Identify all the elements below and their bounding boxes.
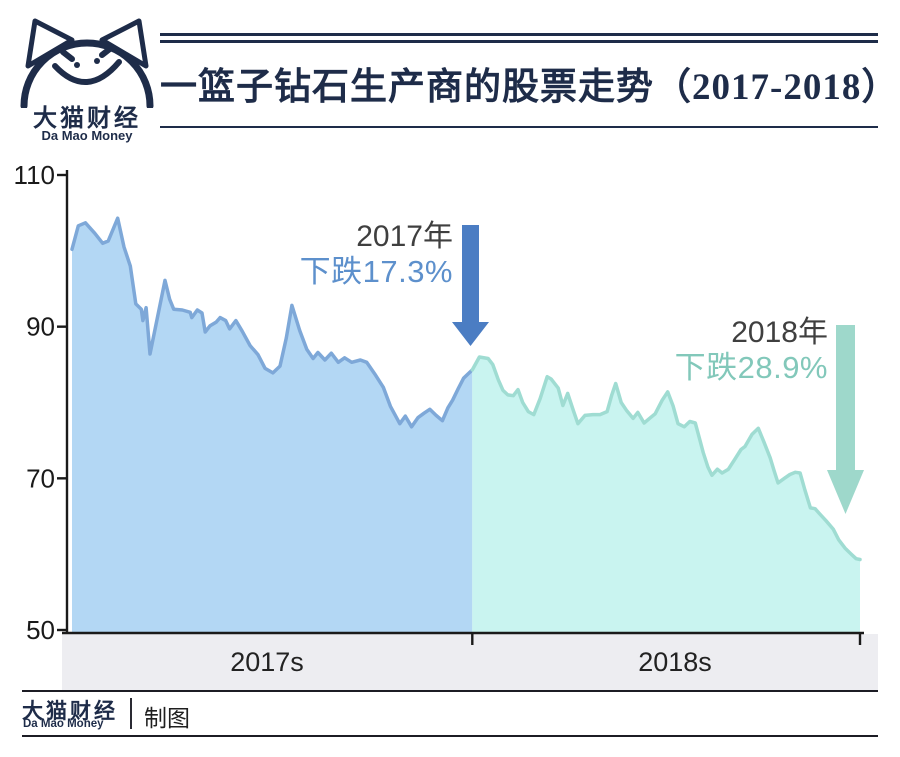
credit-label: 制图 (144, 705, 190, 731)
brand-logo: 大猫财经 Da Mao Money (14, 10, 160, 143)
x-axis-band: 2017s 2018s (62, 634, 878, 690)
x-group-2018s: 2018s (638, 646, 712, 677)
footer-brand: 大猫财经 (22, 700, 118, 723)
down-arrow-2018-icon (827, 325, 864, 514)
cat-face-icon (20, 18, 154, 108)
x-group-2017s: 2017s (230, 646, 304, 677)
title-rule-top (160, 33, 878, 36)
down-arrow-2017-icon (452, 225, 489, 346)
y-tick-label: 50 (26, 615, 55, 645)
y-tick-label: 90 (26, 312, 55, 342)
footer-brand-en: Da Mao Money (23, 718, 104, 730)
annotation-2018: 2018年 下跌28.9% (675, 315, 828, 387)
title-rule-bottom (160, 126, 878, 128)
title-block: 一篮子钻石生产商的股票走势（2017-2018） (160, 30, 900, 130)
title-rule-top2 (160, 40, 878, 43)
series-2017-area (72, 218, 473, 632)
brand-name: 大猫财经 (33, 105, 141, 132)
annotation-2017-year: 2017年 (356, 220, 453, 253)
annotation-2017: 2017年 下跌17.3% (300, 219, 453, 291)
footer-rule-bottom (22, 735, 878, 737)
y-tick-label: 70 (26, 463, 55, 493)
annotation-2018-year: 2018年 (731, 316, 828, 349)
annotation-2017-change: 下跌17.3% (299, 254, 453, 290)
y-tick-label: 110 (14, 160, 55, 190)
footer: 大猫财经 Da Mao Money 制图 (0, 690, 900, 757)
brand-name-en: Da Mao Money (41, 128, 133, 143)
footer-rule-top (22, 690, 878, 692)
series-2018-area (472, 357, 860, 632)
series-2017-line (70, 216, 475, 429)
annotation-2018-change: 下跌28.9% (674, 350, 828, 386)
footer-divider (130, 698, 132, 729)
page-title: 一篮子钻石生产商的股票走势（2017-2018） (160, 67, 900, 108)
series-2018-line (470, 355, 862, 562)
